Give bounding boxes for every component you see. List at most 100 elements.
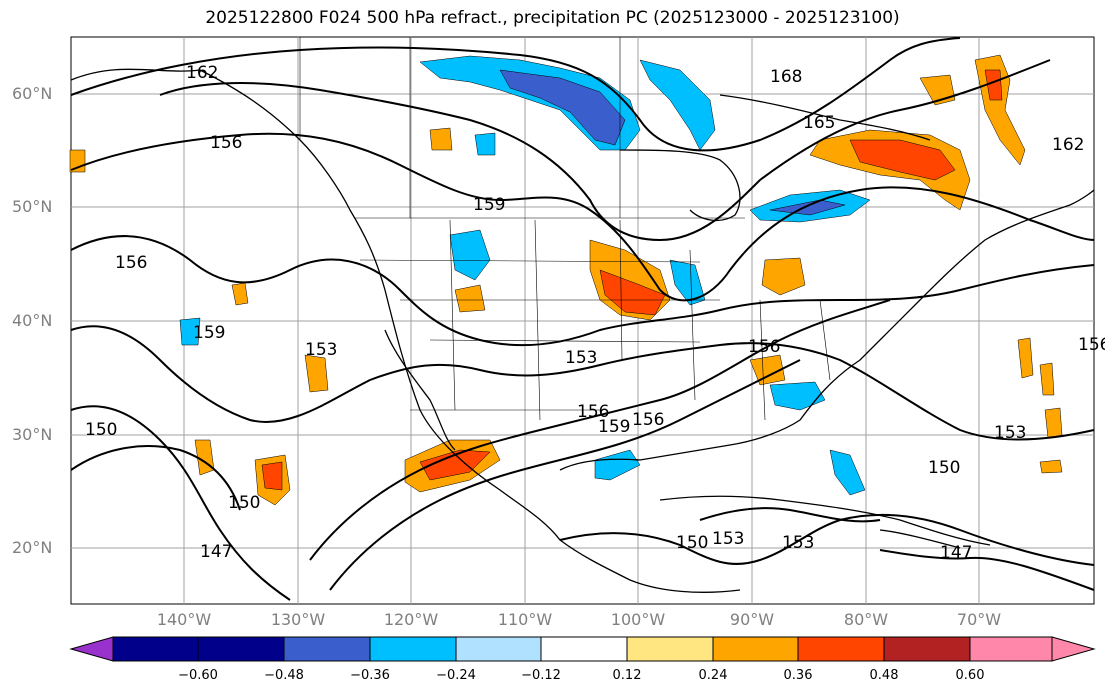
contour-label: 147 xyxy=(940,543,972,563)
shade-fl-orange xyxy=(1039,459,1063,474)
contour-label: 156 xyxy=(577,402,609,422)
colorbar-bin xyxy=(369,636,457,662)
contour-label: 156 xyxy=(748,337,780,357)
colorbar-bin xyxy=(112,636,199,662)
lat-label: 60°N xyxy=(12,84,53,103)
shade-rockies-orange xyxy=(454,284,486,313)
colorbar-tick: −0.48 xyxy=(264,668,304,683)
contour-label: 147 xyxy=(200,542,232,562)
shade-labrador-red xyxy=(984,69,1003,101)
shade-plains-blue xyxy=(669,259,706,306)
colorbar-tick: −0.36 xyxy=(350,668,390,683)
colorbar-bin xyxy=(283,636,371,662)
lon-label: 70°W xyxy=(956,610,1002,629)
shade-pacific-blue xyxy=(179,317,201,346)
shade-gulf-blue xyxy=(594,449,641,481)
lat-label: 20°N xyxy=(12,538,53,557)
contour-label: 159 xyxy=(473,195,505,215)
lon-label: 80°W xyxy=(843,610,889,629)
contour-153-south xyxy=(699,507,881,523)
contour-label: 150 xyxy=(228,493,260,513)
lon-label: 140°W xyxy=(156,610,212,629)
contour-label: 156 xyxy=(115,253,147,273)
contour-label: 153 xyxy=(994,423,1026,443)
colorbar-tick: 0.48 xyxy=(869,668,899,683)
colorbar-tick: −0.12 xyxy=(521,668,561,683)
colorbar-tick: 0.24 xyxy=(698,668,728,683)
shade-pacific-red xyxy=(261,461,283,491)
contour-147-south xyxy=(879,549,1095,591)
contour-label: 168 xyxy=(770,67,802,87)
contour-label: 153 xyxy=(712,529,744,549)
shade-carib-blue xyxy=(829,449,866,496)
contour-label: 153 xyxy=(305,340,337,360)
shade-pnw-orange xyxy=(231,282,249,306)
colorbar-tick: 0.36 xyxy=(783,668,813,683)
colorbar-bin xyxy=(455,636,542,662)
colorbar-bin xyxy=(540,636,628,662)
contour-150-south xyxy=(559,513,1095,566)
colorbar-tick: −0.60 xyxy=(178,668,218,683)
contour-147 xyxy=(70,405,291,601)
contour-162 xyxy=(70,37,961,152)
lat-label: 40°N xyxy=(12,311,53,330)
contour-label: 159 xyxy=(193,323,225,343)
lon-label: 110°W xyxy=(497,610,553,629)
graticule xyxy=(71,37,1094,604)
lon-label: 120°W xyxy=(383,610,439,629)
colorbar-tick: 0.12 xyxy=(612,668,642,683)
shade-lakes-dark xyxy=(769,199,846,216)
shade-atlantic-orange xyxy=(1017,337,1034,379)
shade-atlantic-orange-3 xyxy=(1044,407,1063,439)
lon-label: 100°W xyxy=(610,610,666,629)
shade-nw-blue xyxy=(474,132,496,156)
lat-label: 50°N xyxy=(12,197,53,216)
shade-rockies-blue xyxy=(449,229,491,281)
refractivity-contours xyxy=(70,37,1095,601)
colorbar xyxy=(69,636,1096,662)
contour-label: 165 xyxy=(803,113,835,133)
contour-label: 153 xyxy=(565,348,597,368)
lon-label: 130°W xyxy=(270,610,326,629)
shade-nw-orange xyxy=(429,127,453,151)
contour-label: 159 xyxy=(598,417,630,437)
colorbar-bin xyxy=(797,636,885,662)
contour-label: 156 xyxy=(632,410,664,430)
contour-156 xyxy=(70,132,1095,302)
lat-label: 30°N xyxy=(12,425,53,444)
colorbar-extend-high xyxy=(1051,636,1096,662)
contour-159-south xyxy=(309,299,891,561)
contour-label: 156 xyxy=(1078,335,1105,355)
colorbar-tick: 0.60 xyxy=(955,668,985,683)
contour-label: 150 xyxy=(85,420,117,440)
shade-plains-red xyxy=(599,269,666,316)
colorbar-tick: −0.24 xyxy=(436,668,476,683)
precip-shading xyxy=(69,54,1063,506)
contour-150 xyxy=(70,325,1095,441)
colorbar-extend-low xyxy=(69,636,114,662)
contour-label: 153 xyxy=(782,533,814,553)
colorbar-bin xyxy=(626,636,714,662)
contour-156-south xyxy=(329,359,801,591)
colorbar-bin xyxy=(712,636,799,662)
colorbar-bin xyxy=(883,636,971,662)
contour-label: 162 xyxy=(186,63,218,83)
shade-ohio-orange xyxy=(761,257,806,296)
lon-label: 90°W xyxy=(729,610,775,629)
contour-153 xyxy=(70,235,1095,347)
shade-se-blue xyxy=(769,381,826,411)
contour-159-north xyxy=(159,59,1051,242)
contour-label-group: 162 168 165 156 162 159 156 153 159 153 … xyxy=(85,63,1105,563)
map-title: 2025122800 F024 500 hPa refract., precip… xyxy=(205,8,900,28)
contour-150-west xyxy=(70,445,241,511)
shade-quebec-red xyxy=(849,139,956,181)
contour-label: 150 xyxy=(928,458,960,478)
shade-canada-dark xyxy=(499,69,626,146)
contour-label: 162 xyxy=(1052,135,1084,155)
contour-label: 156 xyxy=(210,133,242,153)
shade-atlantic-orange-2 xyxy=(1039,362,1055,396)
shade-south-orange xyxy=(749,354,786,386)
shade-baja-orange xyxy=(304,354,329,393)
contour-label: 150 xyxy=(676,533,708,553)
